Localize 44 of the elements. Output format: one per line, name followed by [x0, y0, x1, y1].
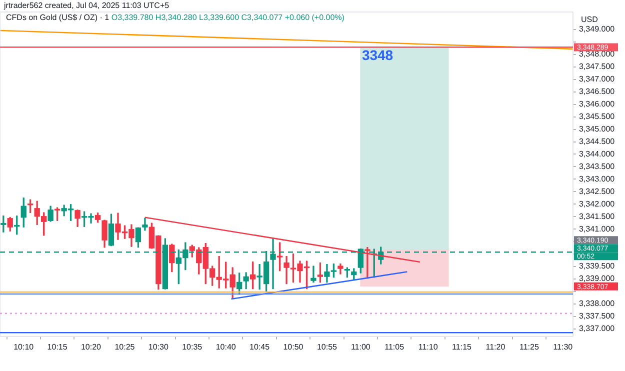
x-tick-label: 10:10: [14, 342, 34, 352]
x-tick-label: 10:50: [283, 342, 304, 352]
y-tick-label: 3,343.500: [579, 162, 616, 171]
y-tick-label: 3,337.000: [579, 324, 616, 334]
x-tick-label: 10:40: [216, 342, 236, 352]
x-tick-label: 11:10: [418, 342, 438, 352]
annotation: 3348: [362, 47, 394, 64]
y-tick-label: 3,339.500: [579, 262, 616, 271]
y-tick-label: 3,341.000: [579, 224, 616, 234]
x-tick-label: 10:35: [182, 342, 203, 352]
y-tick-label: 3,338.000: [579, 299, 616, 308]
y-tick-label: 3,342.000: [579, 199, 616, 208]
y-tick-label: 3,345.500: [579, 112, 616, 122]
y-tick-label: 3,347.500: [579, 62, 616, 72]
y-tick-label: 3,348.000: [579, 50, 616, 59]
y-tick-label: 3,346.000: [579, 100, 616, 109]
y-tick-label: 3,346.500: [579, 87, 616, 96]
x-tick-label: 11:00: [350, 342, 371, 352]
x-tick-label: 10:30: [148, 342, 169, 352]
y-tick-label: 3,337.500: [579, 312, 616, 321]
x-tick-label: 10:20: [80, 342, 102, 352]
y-tick-label: 3,349.000: [579, 24, 616, 34]
x-tick-label: 10:55: [316, 342, 338, 352]
x-tick-label: 11:20: [486, 342, 506, 352]
y-tick-label: 3,341.500: [579, 212, 616, 221]
x-tick-label: 11:25: [519, 342, 540, 352]
x-tick-label: 10:25: [114, 342, 136, 352]
x-tick-label: 10:15: [47, 342, 68, 352]
candlestick: [310, 266, 316, 283]
annotation: O3,339.780 H3,340.280 L3,339.600 C3,340.077 +0.060 (+0.00%): [111, 13, 344, 22]
x-tick-label: 11:30: [553, 342, 574, 352]
y-tick-label: 3,343.000: [579, 174, 616, 184]
x-tick-label: 11:05: [384, 342, 405, 352]
y-tick-label: 3,347.000: [579, 74, 616, 84]
y-tick-label: 3,345.000: [579, 124, 616, 134]
y-tick-label: 3,342.500: [579, 186, 616, 196]
y-tick-label: 3,339.000: [579, 274, 616, 284]
y-tick-label: 3,344.500: [579, 136, 616, 146]
y-axis-title: USD: [581, 15, 598, 24]
x-tick-label: 11:15: [452, 342, 472, 352]
text: jrtrader562 created, Jul 04, 2025 11:03 UTC+5: [4, 1, 170, 10]
x-tick-label: 10:45: [250, 342, 270, 352]
chart-title: CFDs on Gold (US$ / OZ) · 1: [6, 13, 110, 22]
y-tick-label: 3,344.000: [579, 149, 616, 158]
